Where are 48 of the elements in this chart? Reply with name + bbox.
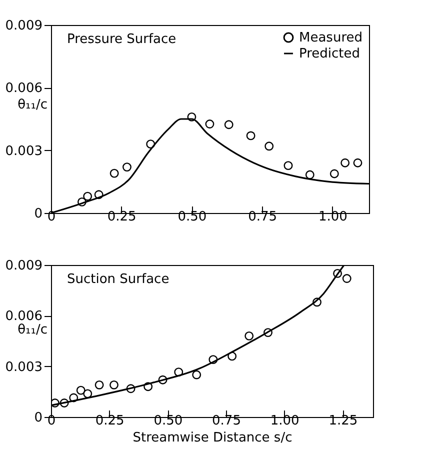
point xyxy=(83,192,92,201)
point xyxy=(60,398,69,408)
point xyxy=(228,352,237,361)
point xyxy=(144,382,153,392)
point xyxy=(353,158,362,168)
point xyxy=(83,389,92,398)
y-axis-title: θ₁₁/c xyxy=(18,322,48,338)
point xyxy=(284,161,293,170)
y-axis-title: θ₁₁/c xyxy=(18,97,48,112)
point xyxy=(76,386,86,395)
x-axis-title: Streamwise Distance s/c xyxy=(132,430,292,446)
y-tick-label: 0.009 xyxy=(5,258,42,274)
point xyxy=(208,355,218,364)
y-tick-label: 0.006 xyxy=(5,309,42,324)
y-tick-label: 0.003 xyxy=(5,360,42,375)
point xyxy=(312,298,322,307)
point xyxy=(69,393,78,402)
point xyxy=(305,170,314,180)
point xyxy=(330,169,339,178)
point xyxy=(192,370,202,380)
point xyxy=(110,168,119,178)
point xyxy=(224,120,234,130)
point xyxy=(126,384,136,394)
point xyxy=(51,398,60,408)
point xyxy=(205,120,214,128)
point xyxy=(342,274,352,283)
point xyxy=(174,368,184,377)
point xyxy=(340,158,350,168)
point xyxy=(264,142,274,151)
point xyxy=(264,328,272,338)
point xyxy=(246,131,256,140)
y-tick-label: 0.006 xyxy=(5,81,42,96)
y-tick-label: 0.009 xyxy=(5,18,42,34)
point xyxy=(333,268,342,278)
point xyxy=(146,140,156,149)
point xyxy=(94,190,104,200)
point xyxy=(158,375,168,384)
y-tick-label: 0.003 xyxy=(5,144,42,159)
point xyxy=(244,331,254,340)
point xyxy=(122,162,132,172)
legend-label: Measured xyxy=(299,30,363,46)
text: Pressure Surface xyxy=(67,32,176,47)
point xyxy=(94,380,104,390)
point xyxy=(110,380,118,390)
text: Suction Surface xyxy=(67,272,170,287)
point xyxy=(77,197,86,206)
legend-label: Predicted xyxy=(299,46,360,62)
point xyxy=(187,112,196,122)
